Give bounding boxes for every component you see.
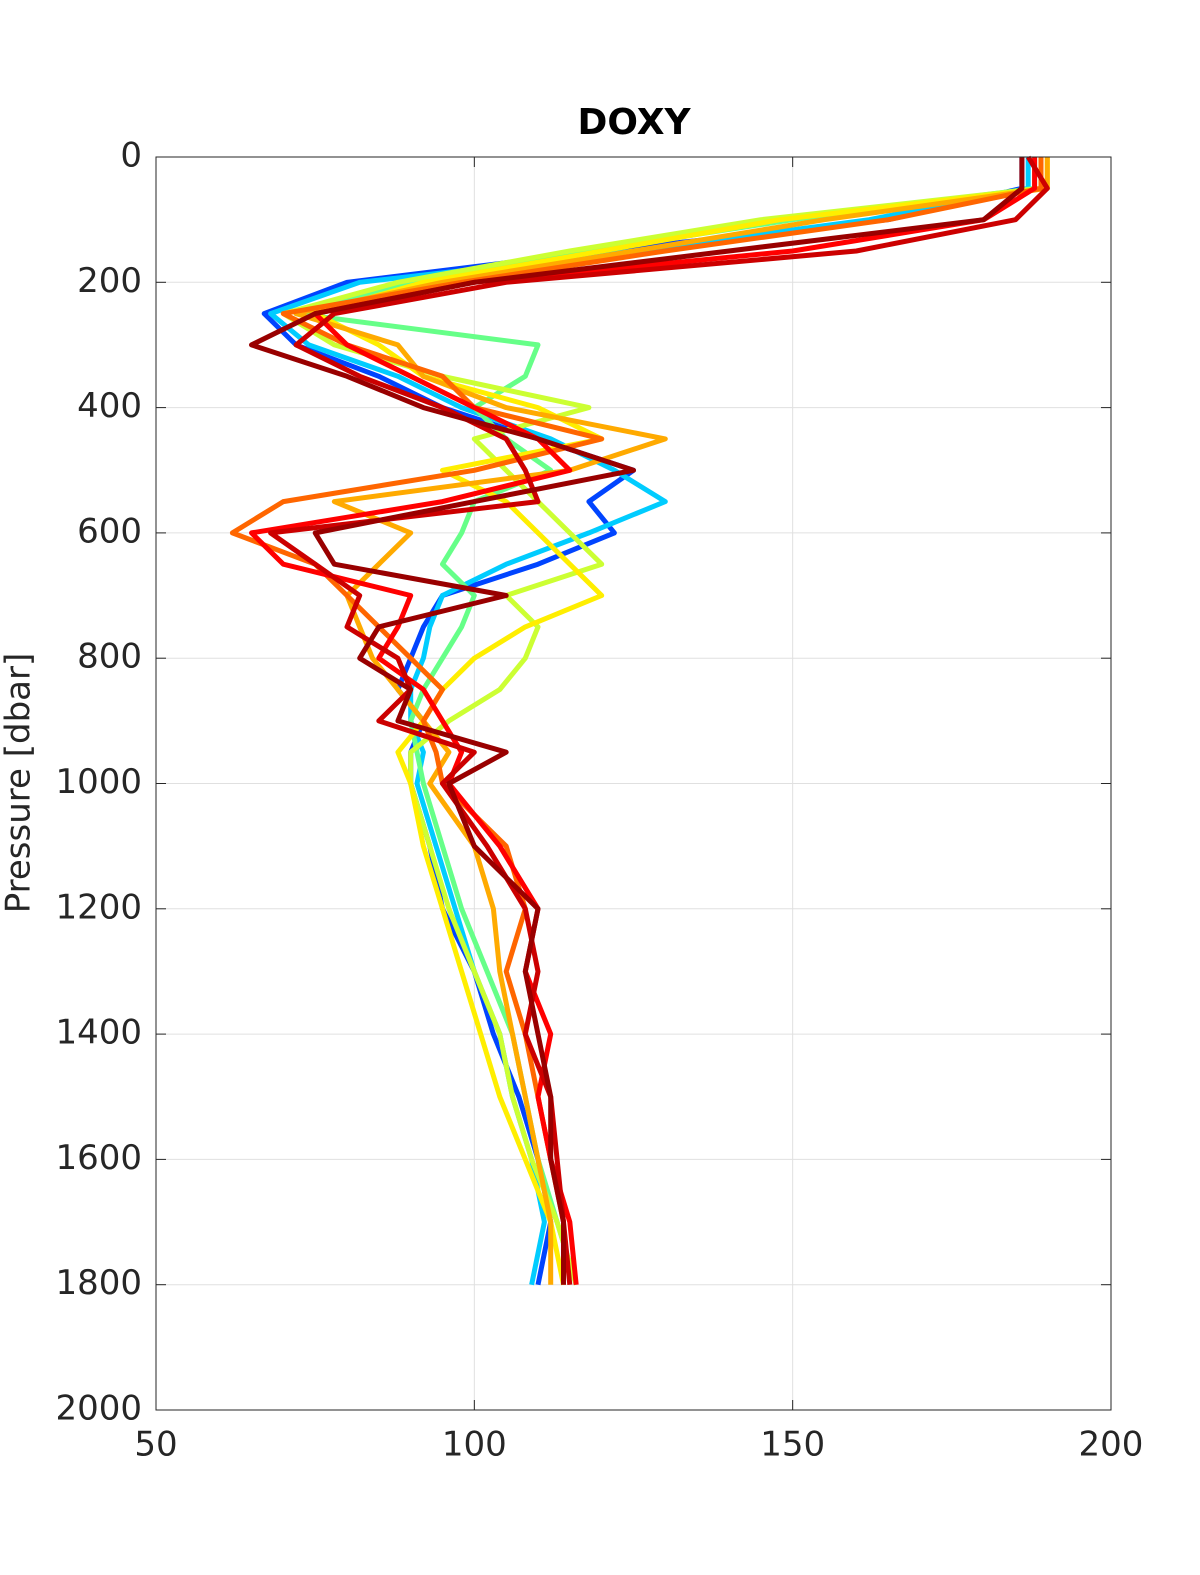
y-tick-label: 400 [77,386,142,426]
chart-title: DOXY [577,102,691,143]
x-tick-label: 100 [442,1425,507,1465]
profile-line [249,157,1025,1285]
y-tick-label: 200 [77,261,142,301]
x-tick-label: 50 [134,1425,177,1465]
y-tick-label: 1800 [55,1263,142,1303]
x-tick-label: 150 [760,1425,825,1465]
y-tick-label: 1200 [55,887,142,927]
x-tick-label: 200 [1079,1425,1144,1465]
y-axis-label: Pressure [dbar] [0,653,39,914]
plot-frame [155,156,1112,1411]
profile-line [249,157,1038,1285]
profile-line [268,155,1050,1285]
y-tick-label: 1000 [55,762,142,802]
y-tick-label: 0 [120,136,142,176]
y-tick-label: 2000 [55,1389,142,1429]
y-tick-label: 600 [77,511,142,551]
y-tick-label: 1600 [55,1138,142,1178]
y-tick-label: 1400 [55,1013,142,1053]
profile-line [229,157,1044,1285]
y-tick-label: 800 [77,637,142,677]
profile-line [293,157,1038,1286]
